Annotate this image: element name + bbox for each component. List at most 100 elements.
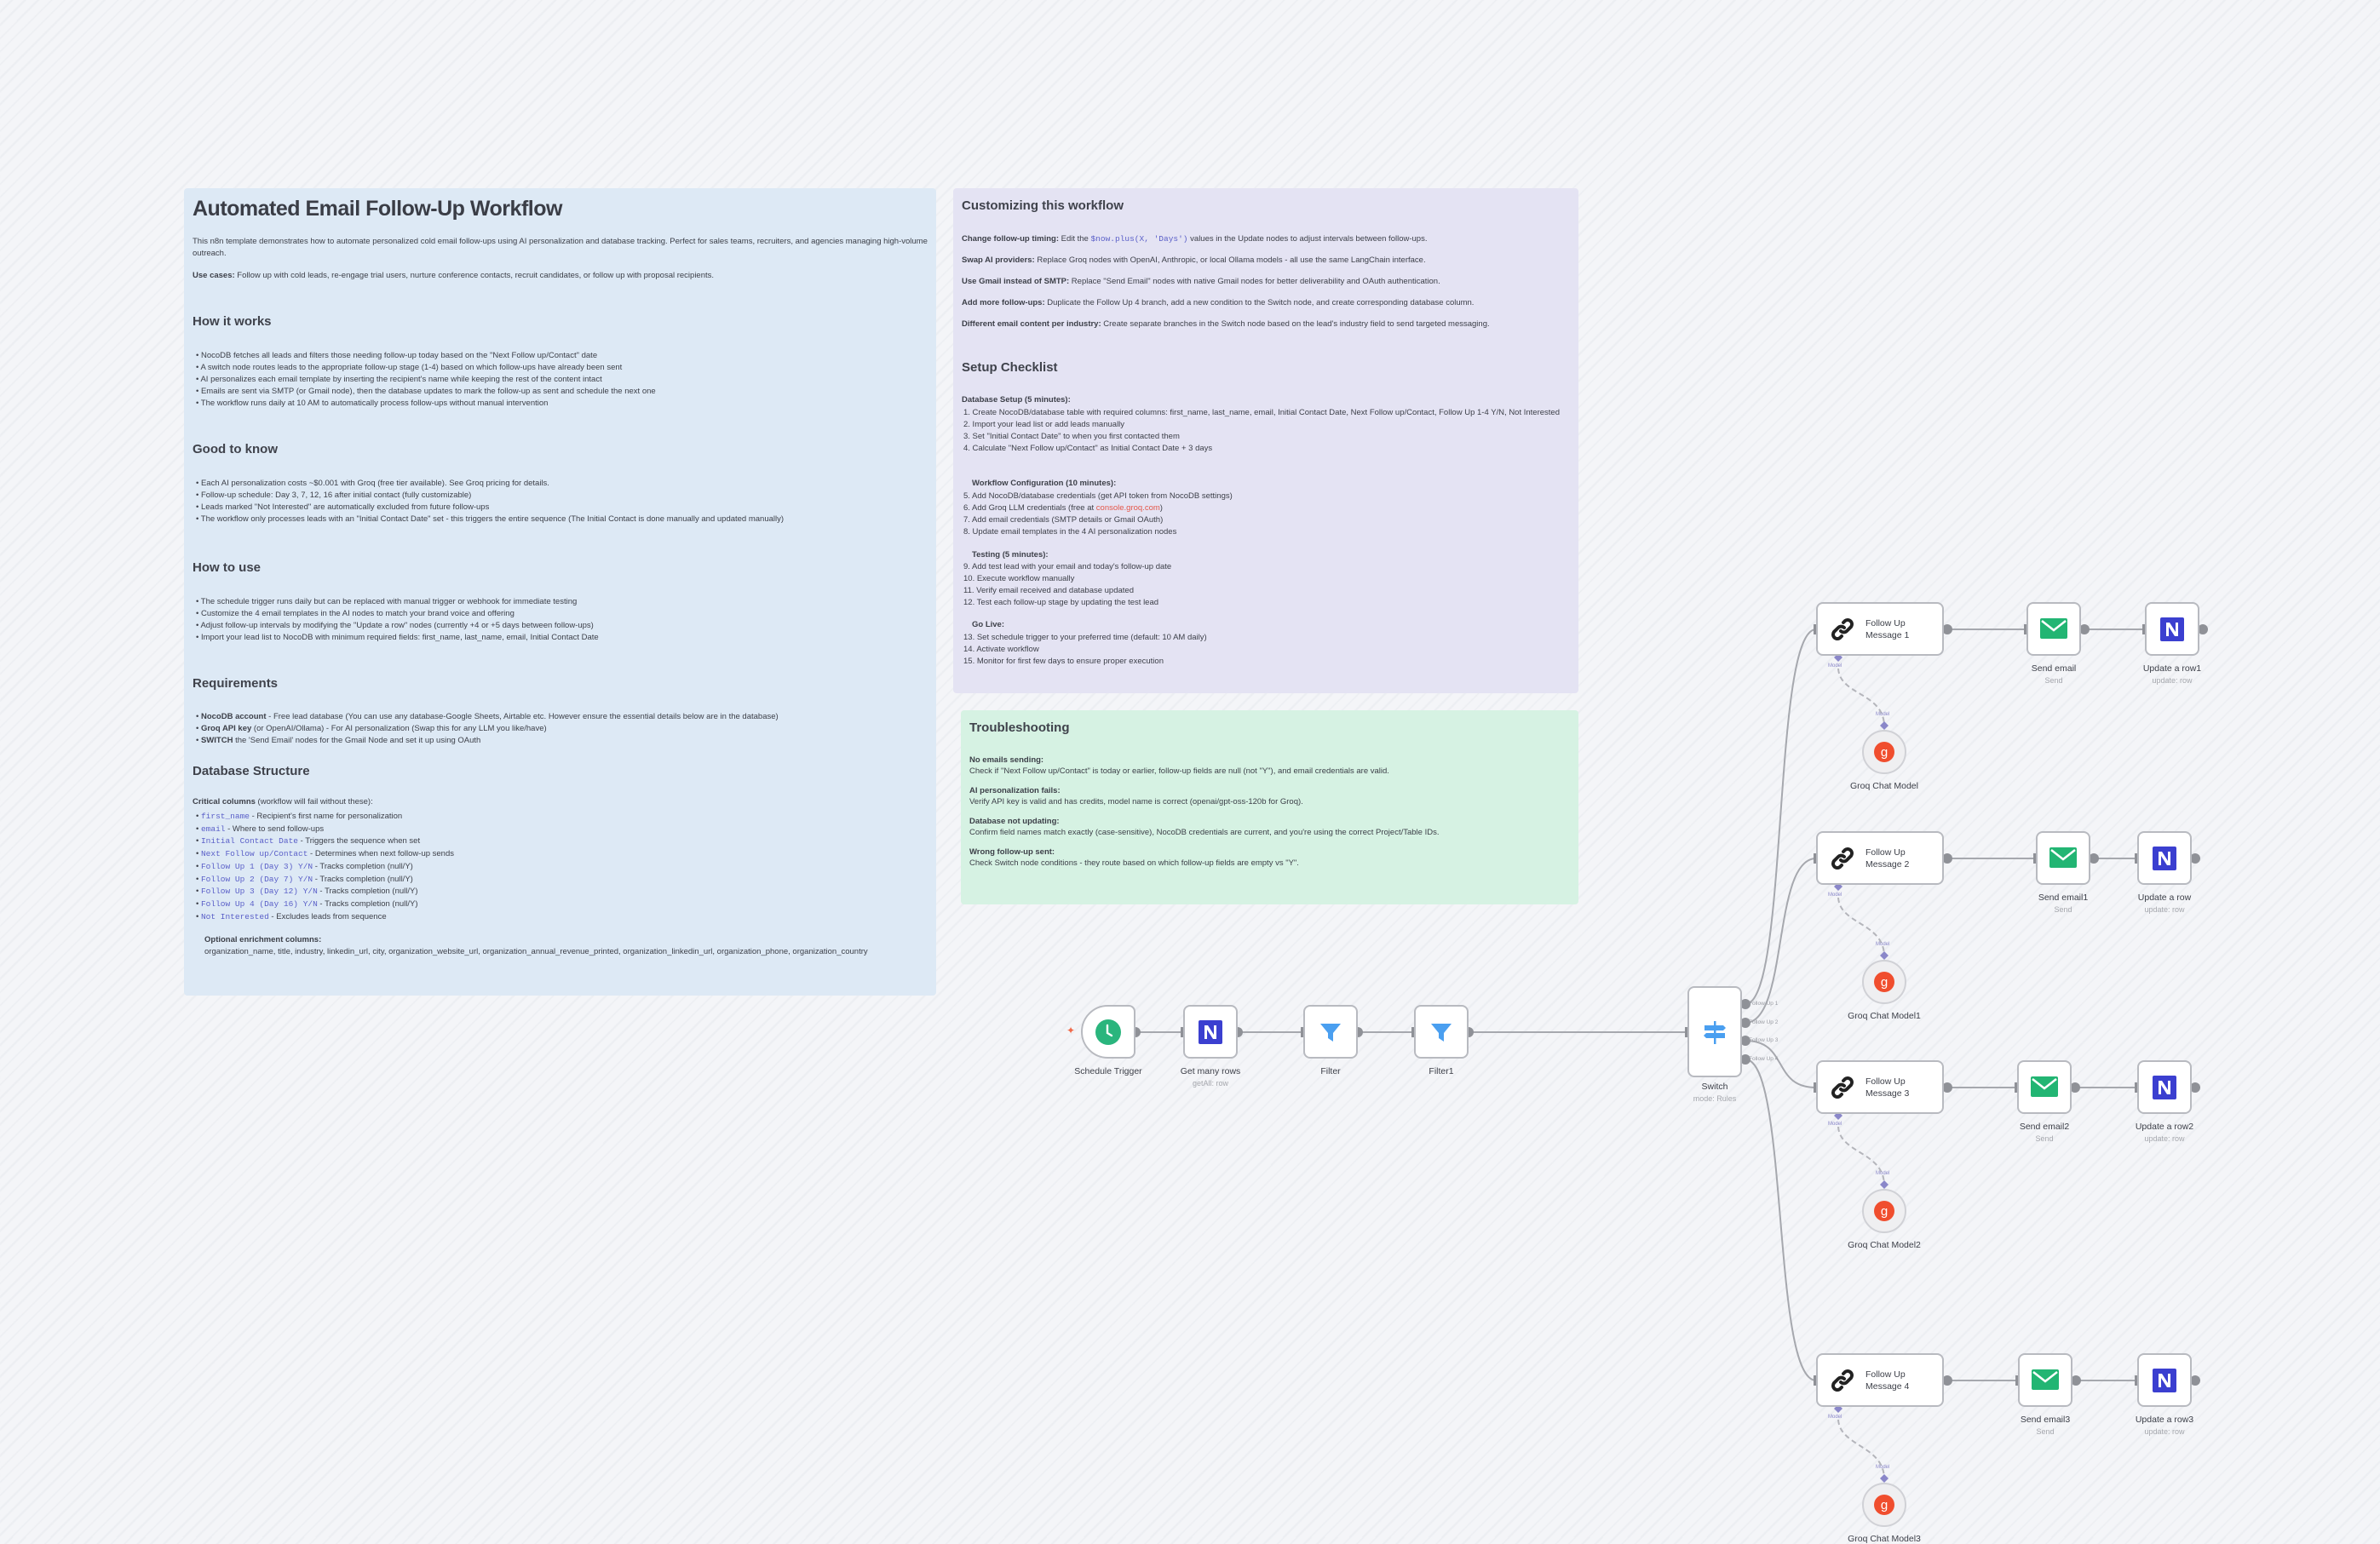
- node-follow-up-message-2[interactable]: Follow Up Message 2: [1816, 831, 1944, 885]
- node-label: Schedule Trigger: [1074, 1066, 1142, 1076]
- input-port: [2142, 624, 2146, 634]
- output-port: [1740, 1018, 1751, 1028]
- column-item: Initial Contact Date - Triggers the sequ…: [193, 835, 928, 848]
- workflow-config-label: Workflow Configuration (10 minutes):: [972, 479, 1117, 488]
- email-icon: [2032, 1369, 2059, 1390]
- node-label: Groq Chat Model3: [1848, 1534, 1921, 1544]
- db-setup-label: Database Setup (5 minutes):: [962, 395, 1071, 405]
- output-port: [2198, 624, 2208, 634]
- model-port-label: Model: [1876, 942, 1890, 947]
- node-groq-chat-model[interactable]: g: [1862, 1483, 1906, 1527]
- troubleshooting-item: Wrong follow-up sent: Check Switch node c…: [969, 847, 1299, 868]
- model-connection: [1837, 897, 1885, 957]
- node-sublabel: update: row: [2144, 905, 2185, 914]
- input-port: [2015, 1375, 2019, 1386]
- node-label: Groq Chat Model1: [1848, 1011, 1921, 1021]
- input-port: [1814, 853, 1817, 864]
- sticky-note-intro[interactable]: Automated Email Follow-Up Workflow This …: [184, 188, 936, 996]
- node-label: Get many rows: [1180, 1066, 1241, 1076]
- critical-columns-label: Critical columns (workflow will fail wit…: [193, 797, 373, 806]
- customize-item: Change follow-up timing: Edit the $now.p…: [962, 234, 1428, 244]
- node-send-email[interactable]: [2017, 1060, 2072, 1114]
- node-label: Follow Up Message 3: [1865, 1076, 1910, 1099]
- node-label: Groq Chat Model: [1850, 781, 1918, 791]
- output-port: [1942, 1082, 1952, 1093]
- go-live-label: Go Live:: [972, 620, 1005, 629]
- node-update-row[interactable]: [2137, 1353, 2192, 1407]
- node-label: Send email: [2031, 663, 2077, 674]
- column-item: Next Follow up/Contact - Determines when…: [193, 848, 928, 861]
- link-icon: [1831, 1369, 1854, 1392]
- groq-icon: g: [1874, 1495, 1894, 1515]
- column-item: Follow Up 3 (Day 12) Y/N - Tracks comple…: [193, 886, 928, 898]
- link-icon: [1831, 847, 1854, 870]
- node-update-row[interactable]: [2145, 602, 2199, 656]
- node-send-email[interactable]: [2026, 602, 2081, 656]
- model-port: [1880, 1180, 1888, 1189]
- node-follow-up-message-1[interactable]: Follow Up Message 1: [1816, 602, 1944, 656]
- connection: [1745, 1059, 1817, 1381]
- input-port: [1814, 1375, 1817, 1386]
- model-connection: [1837, 668, 1885, 727]
- node-get-many-rows[interactable]: [1183, 1005, 1238, 1059]
- model-connection: [1837, 1126, 1885, 1186]
- node-label: Filter: [1320, 1066, 1341, 1076]
- node-groq-chat-model[interactable]: g: [1862, 1189, 1906, 1233]
- sticky-note-customizing[interactable]: Customizing this workflow Change follow-…: [953, 188, 1578, 693]
- groq-icon: g: [1874, 742, 1894, 762]
- node-groq-chat-model[interactable]: g: [1862, 730, 1906, 774]
- node-sublabel: Send: [2044, 676, 2063, 685]
- svg-text:g: g: [1881, 1498, 1888, 1512]
- node-switch[interactable]: [1687, 986, 1742, 1077]
- go-live-steps: 13. Set schedule trigger to your preferr…: [963, 633, 1207, 666]
- node-label: Update a row3: [2135, 1415, 2194, 1425]
- node-follow-up-message-4[interactable]: Follow Up Message 4: [1816, 1353, 1944, 1407]
- node-follow-up-message-3[interactable]: Follow Up Message 3: [1816, 1060, 1944, 1114]
- node-filter1[interactable]: [1414, 1005, 1469, 1059]
- output-port: [1942, 624, 1952, 634]
- output-port: [1942, 853, 1952, 864]
- switch-output-label: Follow Up 3: [1749, 1037, 1779, 1043]
- model-port-label: Model: [1828, 663, 1842, 669]
- troubleshooting-items: No emails sending: Check if "Next Follow …: [969, 755, 1570, 877]
- input-port: [2135, 1082, 2138, 1093]
- sticky-note-troubleshooting[interactable]: Troubleshooting No emails sending: Check …: [961, 710, 1578, 904]
- heading-setup-checklist: Setup Checklist: [962, 360, 1058, 375]
- groq-console-link[interactable]: console.groq.com: [1095, 503, 1160, 513]
- list-good-to-know: Each AI personalization costs ~$0.001 wi…: [193, 478, 928, 525]
- node-groq-chat-model[interactable]: g: [1862, 960, 1906, 1004]
- node-sublabel: Send: [2036, 1427, 2055, 1436]
- intro-text: This n8n template demonstrates how to au…: [193, 237, 928, 258]
- node-update-row[interactable]: [2137, 831, 2192, 885]
- node-send-email[interactable]: [2018, 1353, 2072, 1407]
- output-port: [2089, 853, 2099, 864]
- optional-columns: Optional enrichment columns: organization…: [204, 935, 868, 956]
- workflow-config-steps: 5. Add NocoDB/database credentials (get …: [963, 491, 1233, 537]
- nocodb-icon: [2153, 1368, 2176, 1392]
- node-sublabel: update: row: [2144, 1427, 2185, 1436]
- svg-text:g: g: [1881, 975, 1888, 990]
- column-item: Follow Up 4 (Day 16) Y/N - Tracks comple…: [193, 898, 928, 911]
- link-icon: [1831, 1076, 1854, 1099]
- node-filter[interactable]: [1303, 1005, 1358, 1059]
- node-label: Follow Up Message 2: [1865, 847, 1910, 870]
- model-connection: [1837, 1419, 1885, 1480]
- model-port-label: Model: [1876, 1171, 1890, 1176]
- clock-icon: [1095, 1019, 1121, 1045]
- switch-output-label: Follow Up 1: [1749, 1001, 1779, 1007]
- node-send-email[interactable]: [2036, 831, 2090, 885]
- output-port: [2190, 853, 2200, 864]
- heading-database-structure: Database Structure: [193, 764, 310, 778]
- column-item: Follow Up 2 (Day 7) Y/N - Tracks complet…: [193, 874, 928, 887]
- model-port: [1880, 1474, 1888, 1483]
- node-schedule-trigger[interactable]: [1081, 1005, 1135, 1059]
- model-port: [1880, 721, 1888, 730]
- input-port: [2024, 624, 2027, 634]
- node-label: Send email2: [2019, 1122, 2070, 1132]
- node-sublabel: update: row: [2152, 676, 2193, 685]
- email-icon: [2040, 617, 2067, 639]
- model-port-label: Model: [1828, 1415, 1842, 1420]
- input-port: [1181, 1027, 1184, 1037]
- node-update-row[interactable]: [2137, 1060, 2192, 1114]
- customize-item: Swap AI providers: Replace Groq nodes wi…: [962, 255, 1426, 265]
